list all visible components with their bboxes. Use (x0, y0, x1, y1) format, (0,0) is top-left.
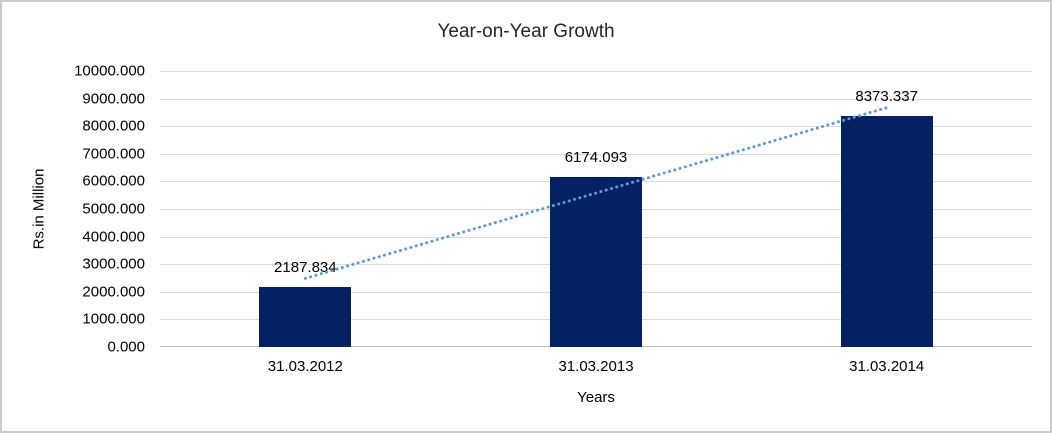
bar-31.03.2012 (259, 287, 351, 347)
data-label: 2187.834 (274, 259, 337, 276)
y-tick-label: 2000.000 (82, 283, 145, 301)
bar-31.03.2014 (841, 116, 933, 347)
y-tick-label: 7000.000 (82, 145, 145, 163)
y-axis-tick-labels: 0.000 1000.000 2000.000 3000.000 4000.000 500… (2, 2, 145, 431)
y-tick-label: 1000.000 (82, 310, 145, 328)
y-tick-label: 5000.000 (82, 200, 145, 218)
chart-title: Year-on-Year Growth (437, 21, 615, 42)
x-axis-title: Years (577, 389, 615, 406)
y-tick-label: 10000.000 (74, 62, 145, 80)
y-tick-label: 0.000 (107, 338, 145, 356)
y-tick-label: 3000.000 (82, 255, 145, 273)
x-tick-label: 31.03.2014 (849, 358, 925, 375)
x-tick-label: 31.03.2013 (558, 358, 634, 375)
y-tick-label: 9000.000 (82, 90, 145, 108)
y-tick-label: 6000.000 (82, 172, 145, 190)
x-tick-label: 31.03.2012 (267, 358, 343, 375)
gridline (160, 71, 1032, 72)
data-label: 8373.337 (855, 88, 918, 105)
y-tick-label: 8000.000 (82, 117, 145, 135)
plot-area: 2187.834 6174.093 8373.337 (160, 71, 1032, 347)
x-axis-tick-labels: 31.03.2012 31.03.2013 31.03.2014 (160, 358, 1032, 378)
bar-31.03.2013 (550, 177, 642, 347)
data-label: 6174.093 (564, 149, 628, 166)
gridline (160, 99, 1032, 100)
y-tick-label: 4000.000 (82, 228, 145, 246)
